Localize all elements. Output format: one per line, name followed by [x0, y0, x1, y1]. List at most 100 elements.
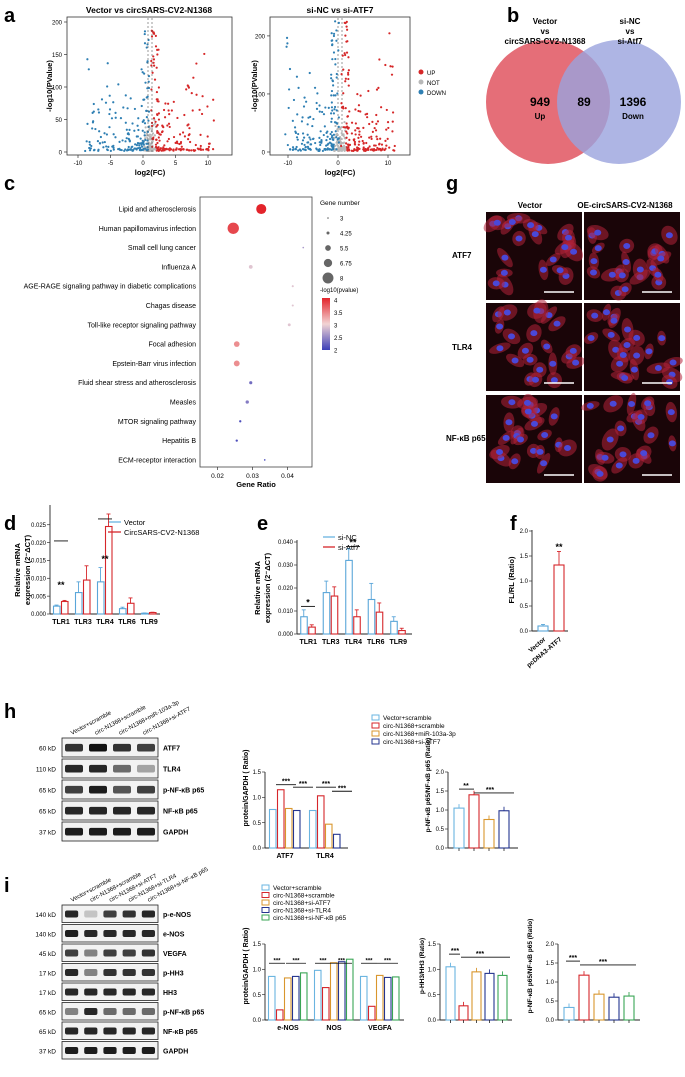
- volcano-point: [146, 139, 149, 142]
- volcano-point: [327, 106, 330, 110]
- volcano-point: [91, 127, 94, 130]
- volcano-point: [354, 108, 357, 111]
- volcano-point: [337, 116, 340, 119]
- volcano-point: [331, 43, 334, 46]
- volcano-point: [147, 110, 151, 113]
- legend-swatch: [261, 914, 270, 921]
- bar: [375, 974, 384, 1021]
- bar: [453, 807, 465, 849]
- bar: [291, 975, 300, 1021]
- legend-swatch: [371, 730, 380, 737]
- volcano-point: [376, 120, 380, 123]
- ytick-label: 0.5: [546, 999, 555, 1005]
- volcano-point: [306, 133, 309, 136]
- band: [113, 743, 131, 752]
- volcano-point: [119, 148, 122, 151]
- volcano-point: [198, 108, 201, 111]
- if-nucleus: [523, 399, 531, 406]
- volcano-point: [356, 93, 359, 96]
- category-label: TLR4: [96, 619, 114, 626]
- volcano2-title: si-NC vs si-ATF7: [307, 5, 374, 15]
- volcano-point: [84, 149, 87, 153]
- if-nucleus: [618, 272, 626, 279]
- bar: [471, 971, 482, 1021]
- volcano-point: [108, 94, 111, 97]
- bar: [337, 961, 346, 1021]
- panel-letter-c: c: [4, 173, 15, 195]
- if-nucleus: [607, 331, 615, 338]
- volcano-point: [191, 109, 194, 112]
- volcano-point: [359, 110, 362, 113]
- legend-label: circ-N1368+si-TLR4: [273, 908, 331, 915]
- ytick-label: 1.5: [546, 961, 555, 967]
- bar: [308, 626, 316, 635]
- e-legend-sinc: si-NC: [338, 533, 357, 542]
- volcano-point: [357, 109, 360, 113]
- category-label: ATF7: [277, 853, 294, 860]
- band: [122, 929, 136, 937]
- ytick-label: 0.0: [428, 1018, 437, 1024]
- volcano-point: [330, 120, 333, 123]
- volcano-point: [347, 84, 350, 87]
- volcano-point: [347, 144, 350, 147]
- volcano-point: [140, 68, 143, 71]
- band: [89, 785, 107, 794]
- if-nucleus: [628, 400, 636, 407]
- panel-letter-b: b: [507, 5, 519, 27]
- volcano-point: [101, 141, 104, 144]
- band-label: p-e-NOS: [163, 912, 191, 919]
- volcano-point: [143, 134, 146, 137]
- volcano-point: [142, 140, 145, 143]
- volcano-point: [354, 133, 357, 136]
- volcano-point: [294, 147, 297, 150]
- if-nucleus: [511, 357, 519, 364]
- volcano-point: [333, 149, 336, 152]
- kegg-bubble: [233, 341, 240, 347]
- volcano-point: [172, 135, 176, 139]
- ytick-label: 50: [55, 118, 62, 124]
- bar: [483, 818, 495, 849]
- volcano-point: [104, 101, 108, 104]
- bar: [74, 592, 83, 615]
- band: [65, 988, 79, 996]
- volcano-point: [357, 143, 360, 146]
- volcano-point: [361, 139, 364, 143]
- volcano-point: [331, 58, 334, 61]
- volcano-point: [88, 149, 92, 152]
- band: [103, 1007, 117, 1015]
- size-legend-label: 4.25: [340, 232, 352, 238]
- volcano-point: [170, 109, 173, 112]
- if-nucleus: [508, 219, 516, 226]
- sig-marker: ***: [319, 958, 327, 964]
- kd-label: 140 kD: [35, 912, 56, 919]
- volcano-point: [330, 136, 334, 139]
- volcano-point: [134, 143, 137, 146]
- if-nucleus: [517, 436, 525, 443]
- volcano-point: [292, 148, 295, 151]
- sig-marker: ***: [599, 959, 607, 966]
- volcano-point: [332, 51, 336, 54]
- if-nucleus: [637, 413, 645, 420]
- band: [65, 827, 83, 836]
- volcano-point: [150, 35, 154, 38]
- band: [141, 910, 155, 918]
- bar: [353, 616, 361, 635]
- sig-marker: ***: [451, 948, 459, 955]
- if-nucleus: [549, 256, 557, 263]
- volcano-point: [333, 105, 337, 109]
- category-label: TLR9: [140, 619, 158, 626]
- volcano-point: [165, 148, 168, 151]
- volcano-point: [334, 63, 337, 66]
- if-nucleus: [589, 269, 597, 276]
- volcano-point: [154, 143, 158, 146]
- if-nucleus: [561, 244, 569, 251]
- category-label: TLR4: [345, 639, 363, 646]
- color-legend-label: 3.5: [334, 311, 343, 317]
- legend-down-label: DOWN: [427, 91, 446, 97]
- volcano-point: [156, 141, 159, 145]
- legend-label: circ-N1368+scramble: [383, 723, 445, 730]
- band: [122, 1007, 136, 1015]
- band: [65, 1007, 79, 1015]
- volcano-point: [315, 107, 319, 111]
- volcano-point: [294, 130, 297, 133]
